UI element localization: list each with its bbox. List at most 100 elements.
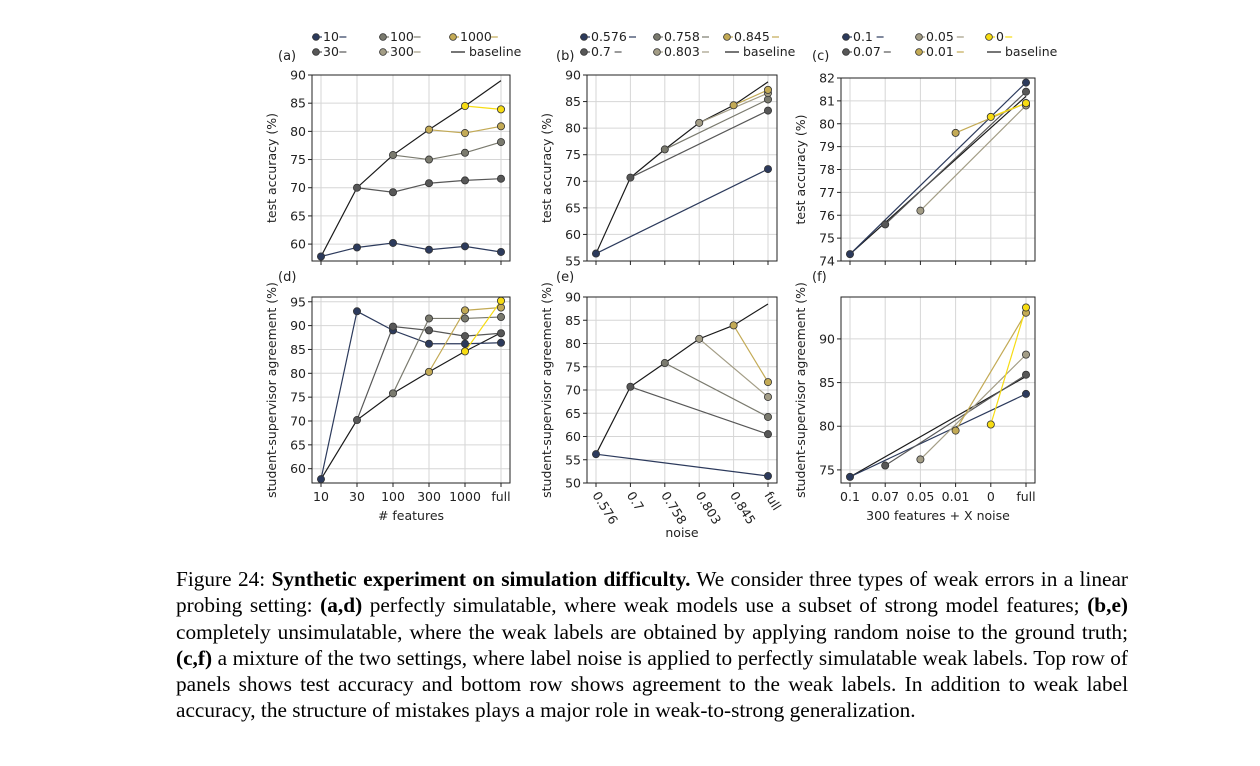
data-point [352,243,361,252]
data-point [695,334,704,343]
series-line [919,105,1027,212]
series-line [464,105,502,110]
y-tick-label: 74 [819,254,835,269]
y-tick-label: 60 [565,429,581,444]
x-tick-label: 0.07 [871,489,899,504]
series-line [595,453,769,477]
legend-label: 0 [996,29,1004,44]
baseline-line [320,332,502,480]
x-tick-label: 0.576 [589,489,621,527]
panel-e: 50 55 60 65 70 75 80 85 90 0.576 0.7 0.758 0.803 0.84… [539,270,784,540]
legend-marker [379,48,387,56]
plot-frame [586,74,778,262]
data-point [1022,389,1031,398]
data-point [592,450,601,459]
legend-label: 0.7 [591,44,611,59]
series-line [955,312,1027,431]
caption-text-3: completely unsimulatable, where the weak… [176,619,1128,644]
data-point [460,332,469,341]
data-point [460,347,469,356]
data-point [460,102,469,111]
series-line [392,316,502,394]
data-point [986,112,995,121]
legend-marker [723,33,731,41]
data-point [729,101,738,110]
y-tick-label: 90 [290,318,306,333]
panel-letter: (c) [812,49,829,64]
x-tick-label: full [1016,489,1035,504]
legend-label: 0.07 [853,44,881,59]
x-tick-label: 0.7 [624,489,647,514]
y-tick-label: 70 [565,383,581,398]
data-point [424,326,433,335]
data-point [764,85,773,94]
series-line [595,168,769,255]
y-axis-label: student-supervisor agreement (%) [539,282,554,498]
caption-label: Figure 24: [176,567,266,591]
y-tick-label: 55 [565,254,581,269]
data-point [496,338,505,347]
y-tick-label: 75 [819,462,835,477]
legend-marker [449,33,457,41]
data-point [951,426,960,435]
caption-title: Synthetic experiment on simulation diffi… [271,567,691,591]
y-tick-label: 70 [290,414,306,429]
legend-label: 0.845 [734,29,770,44]
legend-marker [580,48,588,56]
panel-f: 75 80 85 90 0.1 0.07 0.05 0.01 0 full student-supe… [793,270,1036,523]
panel-letter: (a) [278,49,296,64]
x-tick-label: 0.758 [658,489,690,527]
series-line [849,82,1027,255]
series-line [919,354,1027,460]
series-line [630,386,769,435]
panel-letter: (e) [556,270,574,285]
data-point [660,145,669,154]
y-tick-label: 65 [290,437,306,452]
y-tick-label: 55 [565,452,581,467]
data-point [424,367,433,376]
legend-marker [915,33,923,41]
panel-letter: (f) [812,270,827,285]
legend-label: 0.05 [926,29,954,44]
caption-text-2: perfectly simulatable, where weak models… [362,593,1088,618]
y-axis-label: test accuracy (%) [264,113,279,223]
data-point [1022,350,1031,359]
y-tick-label: 70 [565,174,581,189]
y-tick-label: 70 [290,180,306,195]
y-tick-label: 75 [290,390,306,405]
series-line [884,91,1027,225]
data-point [764,106,773,115]
baseline-line [595,81,769,254]
x-axis-label: noise [665,525,699,540]
data-point [460,176,469,185]
data-point [1022,303,1031,312]
series-line [990,307,1027,425]
data-point [695,118,704,127]
data-point [1022,370,1031,379]
data-point [496,105,505,114]
data-point [496,138,505,147]
y-tick-label: 75 [565,147,581,162]
baseline-line [320,80,502,257]
legend-label: 300 [390,44,414,59]
y-tick-label: 75 [819,231,835,246]
y-tick-label: 82 [819,71,835,86]
data-point [460,129,469,138]
x-tick-label: 300 [417,489,441,504]
legend-marker [842,48,850,56]
plot-frame [311,296,511,484]
data-point [660,359,669,368]
y-axis-label: test accuracy (%) [539,113,554,223]
data-point [881,220,890,229]
data-point [1022,78,1031,87]
data-point [460,242,469,251]
y-tick-label: 77 [819,185,835,200]
series-line [990,102,1027,118]
data-point [846,472,855,481]
caption-text-1: We consider three types of weak errors i… [176,567,1128,618]
legend-marker [312,48,320,56]
y-tick-label: 85 [290,342,306,357]
